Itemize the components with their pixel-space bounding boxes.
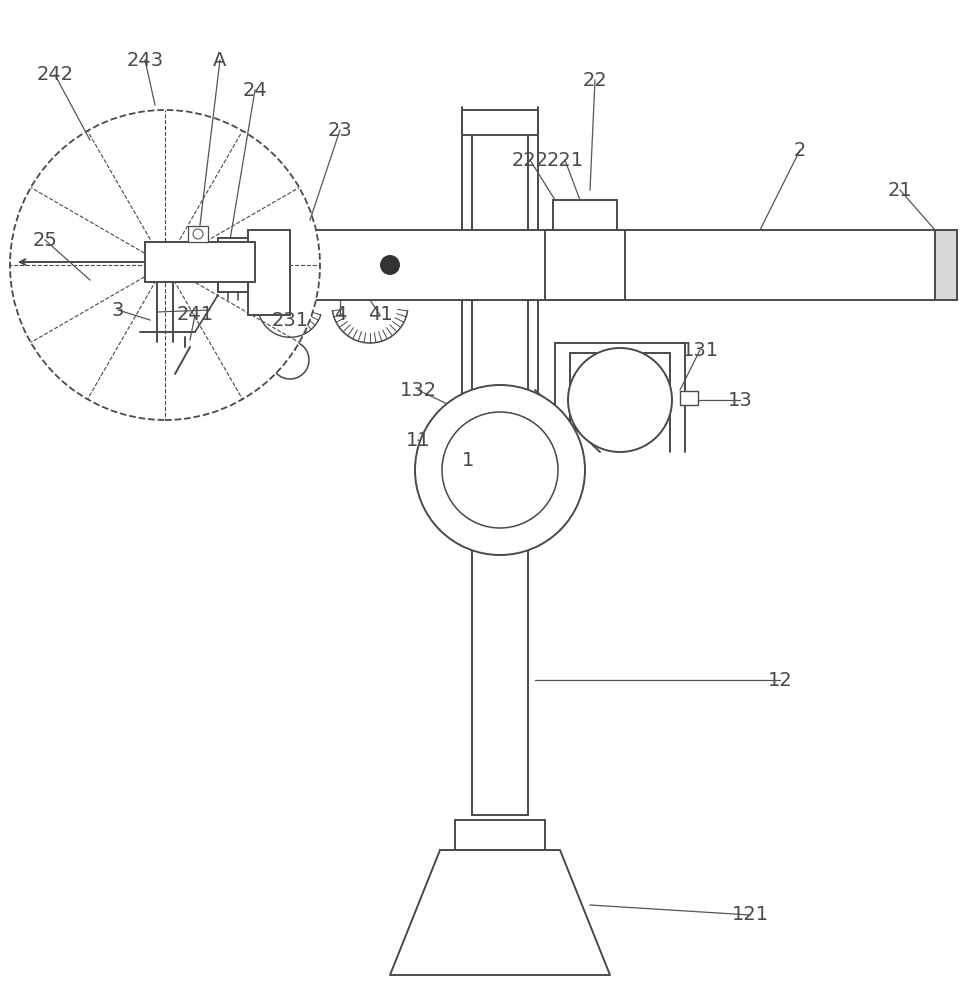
Text: 21: 21 [888,180,913,200]
Text: 221: 221 [547,150,583,169]
Circle shape [193,229,203,239]
Text: 11: 11 [406,430,430,450]
Text: 22: 22 [582,70,608,90]
Bar [462,110,538,135]
Circle shape [415,385,585,555]
Bar [472,130,528,815]
Text: 242: 242 [37,66,74,85]
Circle shape [10,110,320,420]
Bar [290,230,935,300]
Text: 2: 2 [794,140,806,159]
Text: 23: 23 [328,120,353,139]
Text: 131: 131 [681,340,719,360]
Bar [188,226,208,242]
Bar [145,242,255,282]
Text: 12: 12 [767,670,793,690]
Bar [680,391,698,405]
Polygon shape [390,850,610,975]
Text: 3: 3 [111,300,124,320]
Text: 243: 243 [126,50,164,70]
Text: 13: 13 [728,390,752,410]
Text: 24: 24 [242,81,267,100]
Text: 231: 231 [271,310,308,330]
Bar [455,820,545,850]
Text: 41: 41 [367,306,392,324]
Circle shape [568,348,672,452]
Text: A: A [213,50,227,70]
Bar [935,230,957,300]
Text: 222: 222 [512,150,548,169]
Bar [248,230,290,315]
Text: 4: 4 [333,306,346,324]
Text: 132: 132 [399,380,437,399]
Bar [218,238,248,292]
Bar [545,230,625,300]
Text: 25: 25 [33,231,57,249]
Text: 1: 1 [462,450,474,470]
Bar [553,200,617,230]
Circle shape [442,412,558,528]
Text: 121: 121 [732,906,768,924]
Circle shape [381,256,399,274]
Text: 241: 241 [176,306,213,324]
